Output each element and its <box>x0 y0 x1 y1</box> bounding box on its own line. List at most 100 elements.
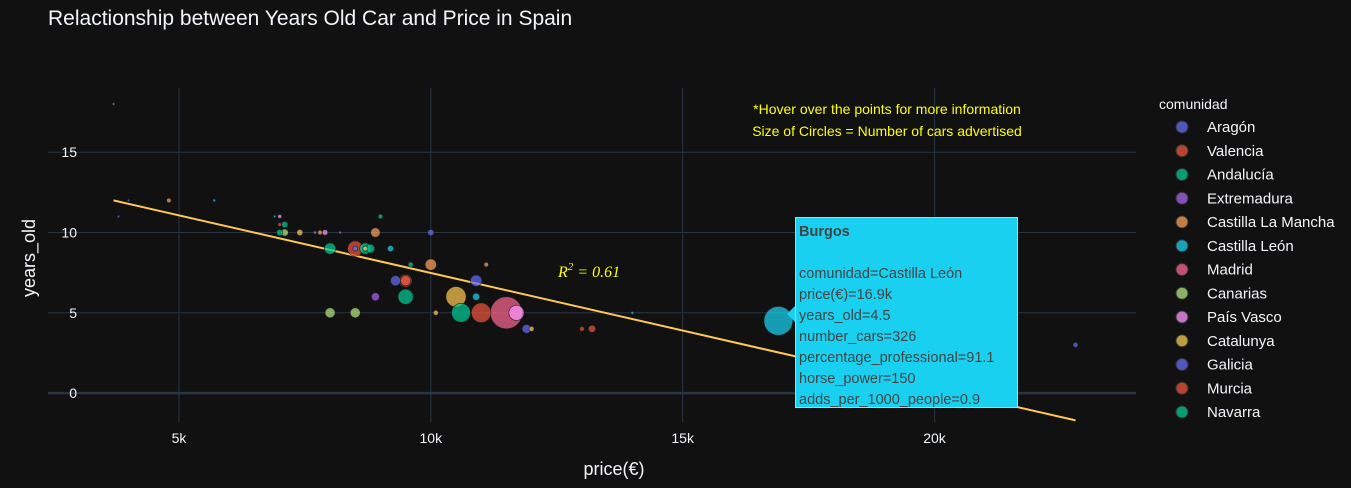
data-point[interactable] <box>296 229 304 236</box>
tooltip-arrow <box>787 306 795 322</box>
data-point[interactable] <box>508 304 525 321</box>
data-point[interactable] <box>483 262 489 268</box>
data-point[interactable] <box>433 309 439 316</box>
data-point[interactable] <box>472 292 481 301</box>
legend-item-label[interactable]: País Vasco <box>1207 309 1282 326</box>
x-axis-title: price(€) <box>583 459 644 479</box>
data-point[interactable] <box>407 261 414 268</box>
tooltip-line: years_old=4.5 <box>799 308 891 324</box>
tooltip-line: price(€)=16.9k <box>799 287 893 303</box>
legend-item-label[interactable]: Aragón <box>1207 119 1255 136</box>
tooltip-line: adds_per_1000_people=0.9 <box>799 392 981 408</box>
data-point[interactable] <box>166 197 172 203</box>
data-point[interactable] <box>277 222 282 227</box>
tick-labels: 5k 10k 15k 20k 0 5 10 15 <box>61 144 946 446</box>
legend-item-label[interactable]: Andalucía <box>1207 167 1274 184</box>
data-point[interactable] <box>427 229 435 236</box>
data-point[interactable] <box>377 213 384 220</box>
y-tick-label: 15 <box>61 144 77 160</box>
data-point[interactable] <box>111 102 115 106</box>
legend-item-label[interactable]: Castilla León <box>1207 238 1294 255</box>
legend-marker[interactable] <box>1175 263 1189 276</box>
data-point[interactable] <box>362 245 369 252</box>
x-tick-label: 20k <box>923 430 947 446</box>
data-point[interactable] <box>400 275 411 287</box>
data-point[interactable] <box>324 307 336 319</box>
data-point[interactable] <box>588 324 596 333</box>
legend-marker[interactable] <box>1175 120 1189 134</box>
data-point[interactable] <box>349 307 361 319</box>
legend-marker[interactable] <box>1175 334 1189 348</box>
data-point[interactable] <box>397 288 414 305</box>
legend-marker[interactable] <box>1175 191 1189 205</box>
x-tick-label: 15k <box>671 430 695 446</box>
data-points[interactable] <box>111 102 1079 348</box>
legend-item-label[interactable]: Madrid <box>1207 262 1253 279</box>
annotation-size: Size of Circles = Number of cars adverti… <box>752 123 1022 139</box>
data-point[interactable] <box>630 311 634 315</box>
data-point[interactable] <box>273 214 277 218</box>
data-point[interactable] <box>324 242 337 255</box>
annotation-hover: *Hover over the points for more informat… <box>753 101 1021 117</box>
data-point[interactable] <box>528 326 535 332</box>
data-point[interactable] <box>470 274 483 287</box>
legend-marker[interactable] <box>1175 144 1189 158</box>
legend-item-label[interactable]: Canarias <box>1207 285 1267 302</box>
chart-title: Relactionship between Years Old Car and … <box>48 7 573 30</box>
data-point[interactable] <box>579 326 585 332</box>
data-point[interactable] <box>276 229 284 236</box>
legend-title: comunidad <box>1159 96 1228 112</box>
y-tick-label: 10 <box>61 225 77 241</box>
data-point[interactable] <box>117 214 121 218</box>
data-point[interactable] <box>127 198 131 202</box>
legend-marker[interactable] <box>1175 239 1189 253</box>
legend-item-label[interactable]: Murcia <box>1207 380 1253 397</box>
tooltip-line: percentage_professional=91.1 <box>799 350 995 366</box>
hover-tooltip: Burgos comunidad=Castilla León price(€)=… <box>795 217 1018 408</box>
legend-item-label[interactable]: Catalunya <box>1207 333 1275 350</box>
tooltip-title: Burgos <box>799 224 850 240</box>
legend-item-label[interactable]: Extremadura <box>1207 190 1294 207</box>
data-point[interactable] <box>321 229 329 236</box>
data-point[interactable] <box>451 303 471 323</box>
y-tick-label: 5 <box>69 305 77 321</box>
legend-marker[interactable] <box>1175 215 1189 229</box>
legend-item-label[interactable]: Navarra <box>1207 404 1261 421</box>
legend-item-label[interactable]: Galicia <box>1207 357 1254 374</box>
data-point[interactable] <box>313 230 317 235</box>
data-point[interactable] <box>352 245 359 252</box>
legend-marker[interactable] <box>1175 310 1189 324</box>
data-point[interactable] <box>277 214 282 219</box>
r-squared-exponent: 2 <box>568 261 574 273</box>
tooltip-line: comunidad=Castilla León <box>799 266 963 282</box>
r-squared-symbol: R <box>557 264 568 281</box>
y-axis-title: years_old <box>19 219 40 297</box>
data-point[interactable] <box>1072 342 1079 348</box>
legend-marker[interactable] <box>1175 286 1189 300</box>
data-point[interactable] <box>370 227 381 238</box>
tooltip-line: horse_power=150 <box>799 371 916 387</box>
data-point[interactable] <box>371 292 380 302</box>
data-point[interactable] <box>317 229 323 236</box>
data-point[interactable] <box>281 221 289 228</box>
data-point[interactable] <box>338 230 342 235</box>
data-point[interactable] <box>387 245 394 252</box>
legend-marker[interactable] <box>1175 358 1189 371</box>
legend: comunidad Aragón Valencia Andalucía Extrema… <box>1159 96 1335 421</box>
legend-marker[interactable] <box>1175 168 1189 181</box>
r-squared-value: = 0.61 <box>573 264 620 281</box>
data-point[interactable] <box>471 302 492 323</box>
data-point[interactable] <box>390 275 401 287</box>
legend-marker[interactable] <box>1175 381 1189 395</box>
legend-marker[interactable] <box>1175 405 1189 419</box>
legend-item-label[interactable]: Valencia <box>1207 143 1264 160</box>
tooltip-line: number_cars=326 <box>799 329 917 345</box>
r-squared-label: R2 = 0.61 <box>557 261 620 281</box>
x-tick-label: 10k <box>420 430 444 446</box>
data-point[interactable] <box>424 258 437 271</box>
legend-item-label[interactable]: Castilla La Mancha <box>1207 214 1335 231</box>
data-point[interactable] <box>212 198 216 203</box>
x-tick-label: 5k <box>172 430 188 446</box>
y-tick-label: 0 <box>69 385 77 401</box>
